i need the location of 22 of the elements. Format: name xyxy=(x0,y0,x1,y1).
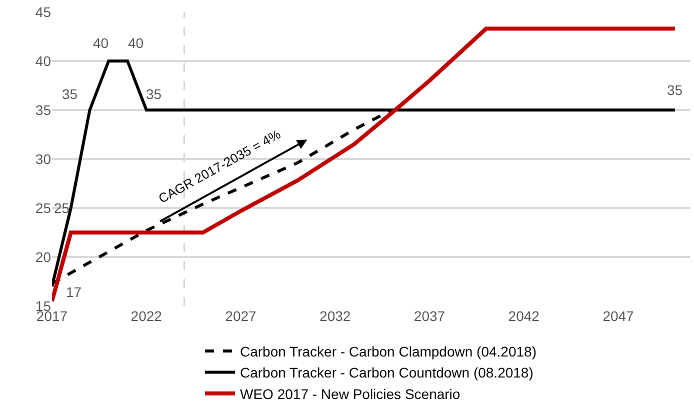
legend-label: Carbon Tracker - Carbon Countdown (08.2018) xyxy=(240,364,534,381)
data-label: 35 xyxy=(62,86,78,102)
y-tick-label: 35 xyxy=(35,102,52,118)
data-label: 35 xyxy=(667,82,683,98)
data-label: 40 xyxy=(93,35,109,51)
data-label: 17 xyxy=(66,284,82,300)
y-tick-label: 45 xyxy=(35,4,52,20)
legend-label: Carbon Tracker - Carbon Clampdown (04.2018) xyxy=(240,343,536,360)
x-tick-label: 2027 xyxy=(225,308,257,324)
x-tick-label: 2042 xyxy=(508,308,540,324)
y-tick-label: 40 xyxy=(35,52,52,69)
x-tick-label: 2047 xyxy=(602,308,634,324)
x-tick-label: 2022 xyxy=(130,308,162,324)
y-tick-label: 30 xyxy=(35,150,52,167)
data-label: 40 xyxy=(128,35,144,51)
y-tick-label: 25 xyxy=(35,200,52,216)
x-tick-label: 2037 xyxy=(414,308,446,324)
data-label: 35 xyxy=(146,86,162,102)
data-label: 25 xyxy=(54,200,70,216)
legend-label: WEO 2017 - New Policies Scenario xyxy=(240,386,460,402)
y-tick-label: 20 xyxy=(35,248,52,265)
x-tick-label: 2032 xyxy=(320,308,351,324)
